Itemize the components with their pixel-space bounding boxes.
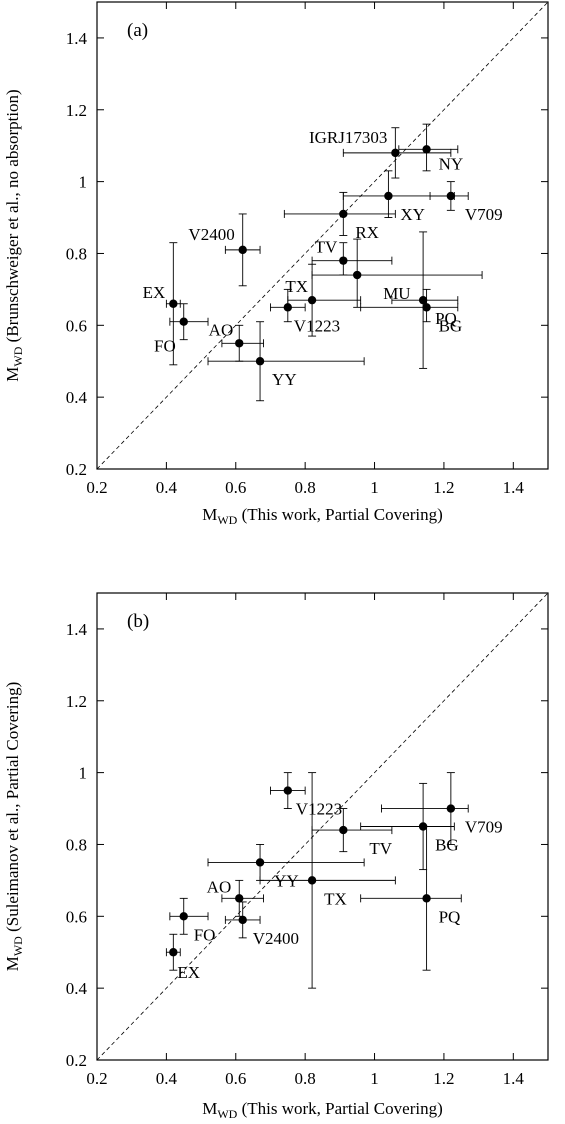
panel-b-y-tick-label: 1.4: [66, 620, 88, 639]
panel-a-point-label: EX: [143, 283, 166, 302]
panel-b-y-axis-label: MWD (Suleimanov et al., Partial Covering…: [3, 682, 25, 972]
panel-b-point-label: TX: [324, 889, 347, 908]
panel-b-y-tick-label: 1: [79, 764, 88, 783]
panel-b-x-tick-label: 0.6: [225, 1069, 246, 1088]
panel-b-point-label: AO: [207, 877, 232, 896]
panel-a-x-tick-label: 1: [370, 478, 379, 497]
panel-b-data-point: [169, 948, 178, 957]
panel-a-point-label: V709: [465, 205, 503, 224]
panel-a-y-tick-label: 1.4: [66, 29, 88, 48]
panel-b-data-point: [307, 876, 317, 885]
panel-a-data-point: [179, 317, 188, 326]
panel-b-x-tick-label: 1: [370, 1069, 379, 1088]
panel-b-point-label: EX: [177, 963, 200, 982]
panel-a-data-point: [352, 270, 362, 280]
panel-a-point-label: TX: [285, 277, 308, 296]
panel-b-x-tick-label: 1.2: [433, 1069, 454, 1088]
panel-a-point-label: YY: [272, 370, 297, 389]
panel-b-y-tick-label: 0.6: [66, 907, 87, 926]
panel-b-point-label: TV: [369, 839, 392, 858]
panel-b-point-label: PQ: [439, 907, 461, 926]
panel-a-data-point: [283, 303, 293, 312]
panel-a-diagonal-line: [96, 1, 549, 470]
panel-a-point-label: MU: [383, 284, 410, 303]
panel-a-x-tick-label: 1.2: [433, 478, 454, 497]
panel-a-point-label: FO: [154, 337, 176, 356]
panel-a-y-tick-label: 0.2: [66, 460, 87, 479]
panel-a-x-tick-label: 0.2: [86, 478, 107, 497]
panel-b-point-label: V1223: [296, 800, 342, 819]
panel-a-data-point: [446, 191, 456, 201]
panel-a-point-label: V2400: [188, 225, 234, 244]
panel-b-x-tick-label: 1.4: [503, 1069, 525, 1088]
panel-a-y-tick-label: 1: [79, 173, 88, 192]
panel-a-y-axis-label: MWD (Brunschweiger et al., no absorption…: [3, 89, 25, 381]
panel-a-x-tick-label: 0.8: [295, 478, 316, 497]
panel-b-point-label: YY: [274, 871, 299, 890]
panel-b-data-point: [179, 912, 188, 921]
panel-b-y-tick-label: 0.8: [66, 835, 87, 854]
panel-b-x-axis-label: MWD (This work, Partial Covering): [202, 1099, 443, 1121]
panel-b-panel-label: (b): [127, 611, 149, 632]
panel-b-y-tick-label: 0.2: [66, 1051, 87, 1070]
panel-b-point-label: V2400: [253, 929, 299, 948]
panel-a-y-tick-label: 0.4: [66, 388, 88, 407]
panel-a-point-label: V1223: [294, 316, 340, 335]
panel-b-x-tick-label: 0.2: [86, 1069, 107, 1088]
panel-a-point-label: IGRJ17303: [309, 128, 387, 147]
panel-a-panel-label: (a): [127, 20, 148, 41]
panel-a-point-label: TV: [315, 238, 338, 257]
panel-b-x-tick-label: 0.8: [295, 1069, 316, 1088]
panel-a-plot-frame: [96, 1, 549, 470]
panel-a-data-point: [422, 145, 431, 154]
panel-b-point-label: V709: [465, 818, 503, 837]
panel-a-data-point: [339, 209, 348, 219]
panel-b-point-label: BG: [435, 836, 459, 855]
panel-b-data-point: [235, 894, 244, 903]
panel-a-x-tick-label: 1.4: [503, 478, 525, 497]
panel-a-data-point: [235, 339, 244, 348]
panel-a-data-point: [307, 295, 317, 305]
panel-b-y-tick-label: 1.2: [66, 692, 87, 711]
panel-a-point-label: RX: [355, 223, 379, 242]
panel-b-y-tick-label: 0.4: [66, 979, 88, 998]
panel-a-point-label: NY: [439, 154, 464, 173]
panel-a-data-point: [255, 357, 265, 366]
panel-b-point-label: FO: [194, 925, 216, 944]
panel-b-data-point: [446, 804, 456, 813]
panel-a-y-tick-label: 0.8: [66, 244, 87, 263]
panel-b-diagonal-line: [96, 592, 549, 1061]
panel-b-data-point: [283, 786, 293, 795]
panel-a-point-label: BG: [439, 316, 463, 335]
panel-a-data-point: [422, 303, 431, 312]
panel-a-x-tick-label: 0.6: [225, 478, 246, 497]
panel-a-data-point: [391, 148, 400, 158]
panel-a-point-label: XY: [400, 205, 425, 224]
panel-a-data-point: [384, 191, 393, 201]
panel-b-x-tick-label: 0.4: [156, 1069, 178, 1088]
panel-a-data-point: [418, 295, 428, 305]
panel-b-data-point: [339, 825, 348, 835]
panel-a-data-point: [339, 256, 348, 265]
panel-a-x-axis-label: MWD (This work, Partial Covering): [202, 505, 443, 527]
panel-b-data-point: [422, 894, 431, 903]
panel-b-plot-frame: [96, 592, 549, 1061]
panel-b-data-point: [255, 858, 265, 867]
panel-a-x-tick-label: 0.4: [156, 478, 178, 497]
panel-a-point-label: AO: [209, 320, 234, 339]
panel-b-data-point: [238, 915, 247, 925]
panel-a-y-tick-label: 1.2: [66, 101, 87, 120]
panel-a-data-point: [238, 245, 247, 255]
panel-a-y-tick-label: 0.6: [66, 316, 87, 335]
panel-a-point-label: PQ: [435, 309, 457, 328]
panel-a-data-point: [169, 299, 178, 308]
